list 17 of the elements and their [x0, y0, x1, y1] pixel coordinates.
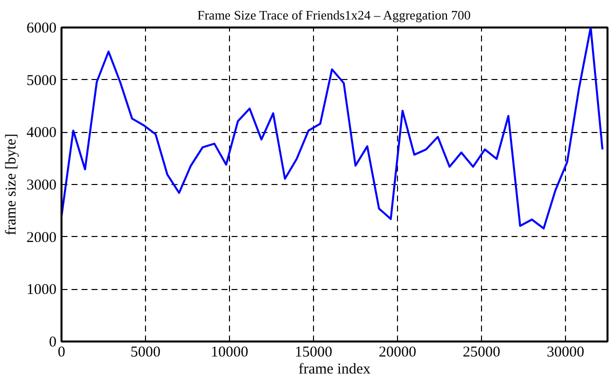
- x-axis-title: frame index: [298, 362, 372, 378]
- y-tick-label: 1000: [26, 282, 56, 298]
- x-tick-label: 25000: [462, 344, 500, 360]
- x-tick-label: 15000: [294, 344, 332, 360]
- chart-title: Frame Size Trace of Friends1x24 – Aggregation 700: [197, 8, 471, 22]
- line-series: [62, 28, 604, 230]
- y-tick-label: 3000: [26, 178, 56, 194]
- y-tick-label: 5000: [26, 72, 56, 89]
- y-tick-label: 6000: [26, 20, 56, 36]
- y-tick-label: 0: [49, 334, 56, 350]
- y-tick-label: 4000: [26, 125, 56, 142]
- x-tick-label: 20000: [378, 344, 416, 360]
- y-tick-label: 2000: [26, 230, 56, 246]
- x-tick-label: 30000: [546, 344, 584, 360]
- x-tick-label: 5000: [130, 344, 160, 360]
- y-axis-title: frame size [byte]: [4, 134, 20, 236]
- x-tick-label: 10000: [210, 344, 248, 360]
